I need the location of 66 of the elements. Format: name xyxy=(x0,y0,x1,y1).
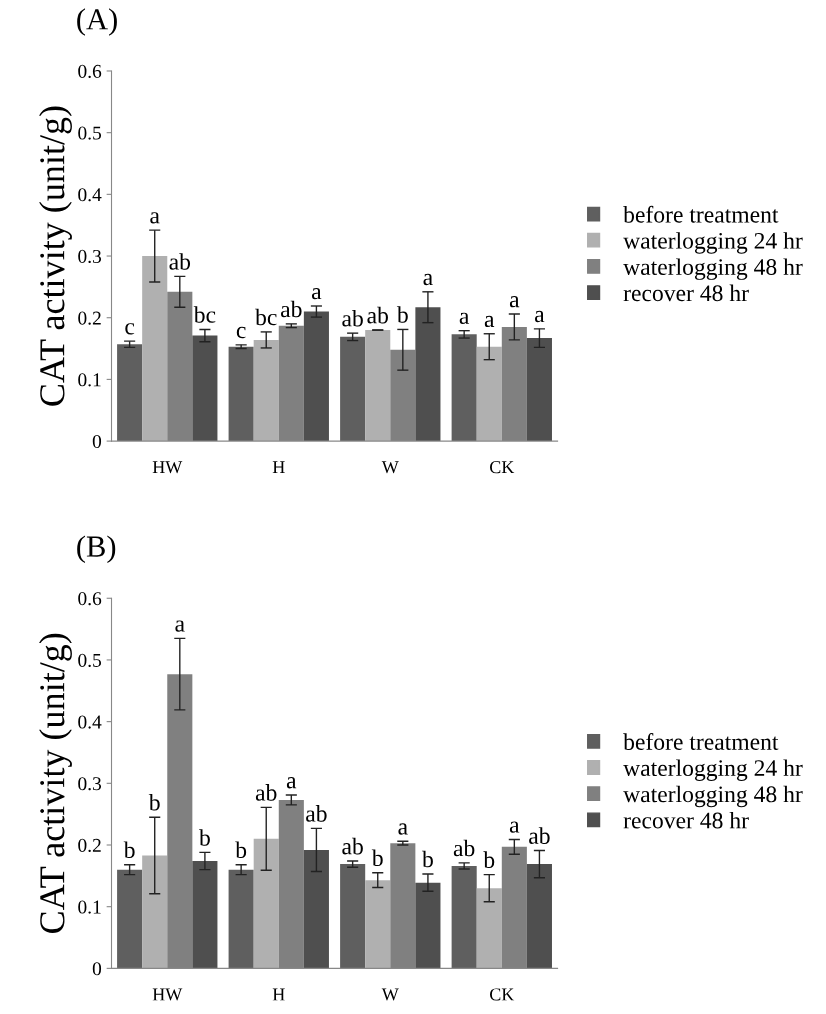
chart-title: (B) xyxy=(77,535,116,564)
data-label: b xyxy=(483,851,495,868)
y-tick-label: 0.5 xyxy=(78,126,102,140)
legend-label: recover 48 hr xyxy=(623,811,749,829)
y-axis-title: CAT activity (unit/g) xyxy=(39,106,72,406)
data-label: bc xyxy=(193,306,216,323)
data-label: b xyxy=(422,850,433,868)
data-label: a xyxy=(286,777,297,789)
data-label: ab xyxy=(342,309,363,327)
data-label: a xyxy=(459,312,470,325)
y-axis-title: CAT activity (unit/g) xyxy=(39,633,72,933)
data-label: ab xyxy=(367,306,388,324)
x-tick-label: H xyxy=(272,461,285,474)
data-label: a xyxy=(312,288,322,300)
x-tick-label: W xyxy=(381,988,399,1001)
legend-label: waterlogging 48 hr xyxy=(623,785,803,808)
data-label: c xyxy=(236,326,246,339)
y-tick-label: 0.6 xyxy=(78,592,102,606)
data-label: ab xyxy=(169,253,191,270)
x-tick-label: HW xyxy=(152,461,183,474)
data-label: a xyxy=(535,310,545,323)
data-label: a xyxy=(484,315,495,328)
x-tick-label: H xyxy=(272,988,285,1001)
x-tick-label: CK xyxy=(490,461,515,474)
data-label: bc xyxy=(255,308,277,326)
y-tick-label: 0.4 xyxy=(78,188,102,202)
legend-label: waterlogging 24 hr xyxy=(623,232,803,254)
legend-label: recover 48 hr xyxy=(623,284,749,302)
data-label: c xyxy=(125,323,135,335)
data-label: a xyxy=(509,296,520,308)
data-label: b xyxy=(396,306,408,323)
legend-label: before treatment xyxy=(623,733,779,750)
legend-label: before treatment xyxy=(623,205,779,223)
legend-label: waterlogging 48 hr xyxy=(623,258,803,280)
data-label: ab xyxy=(453,839,475,857)
y-tick-label: 0.5 xyxy=(78,653,102,667)
data-label: ab xyxy=(342,837,363,855)
data-label: b xyxy=(123,841,135,859)
y-tick-label: 0.4 xyxy=(78,715,102,729)
chart-title: (A) xyxy=(77,8,117,36)
y-tick-label: 0.6 xyxy=(78,64,102,78)
legend-label: waterlogging 24 hr xyxy=(623,759,803,781)
y-tick-label: 0.3 xyxy=(78,249,102,264)
data-label: a xyxy=(175,620,185,632)
data-label: a xyxy=(150,212,160,224)
data-label: b xyxy=(199,829,210,846)
x-tick-label: W xyxy=(381,461,399,474)
data-label: b xyxy=(371,849,383,867)
data-label: a xyxy=(509,821,520,833)
y-tick-label: 0.1 xyxy=(78,373,101,387)
data-label: b xyxy=(235,841,247,859)
x-tick-label: CK xyxy=(490,988,515,1001)
data-label: a xyxy=(423,273,433,286)
y-tick-label: 0 xyxy=(92,962,102,976)
y-tick-label: 0.2 xyxy=(78,311,101,325)
y-tick-label: 0.2 xyxy=(78,838,101,853)
data-label: a xyxy=(398,823,408,835)
data-label: b xyxy=(148,793,160,811)
data-label: ab xyxy=(281,300,302,318)
y-tick-label: 0.3 xyxy=(78,777,102,791)
data-label: ab xyxy=(306,805,327,822)
y-tick-label: 0.1 xyxy=(78,900,101,914)
y-tick-label: 0 xyxy=(92,434,102,449)
data-label: ab xyxy=(529,827,550,844)
x-tick-label: HW xyxy=(152,988,183,1001)
data-label: ab xyxy=(255,784,277,801)
